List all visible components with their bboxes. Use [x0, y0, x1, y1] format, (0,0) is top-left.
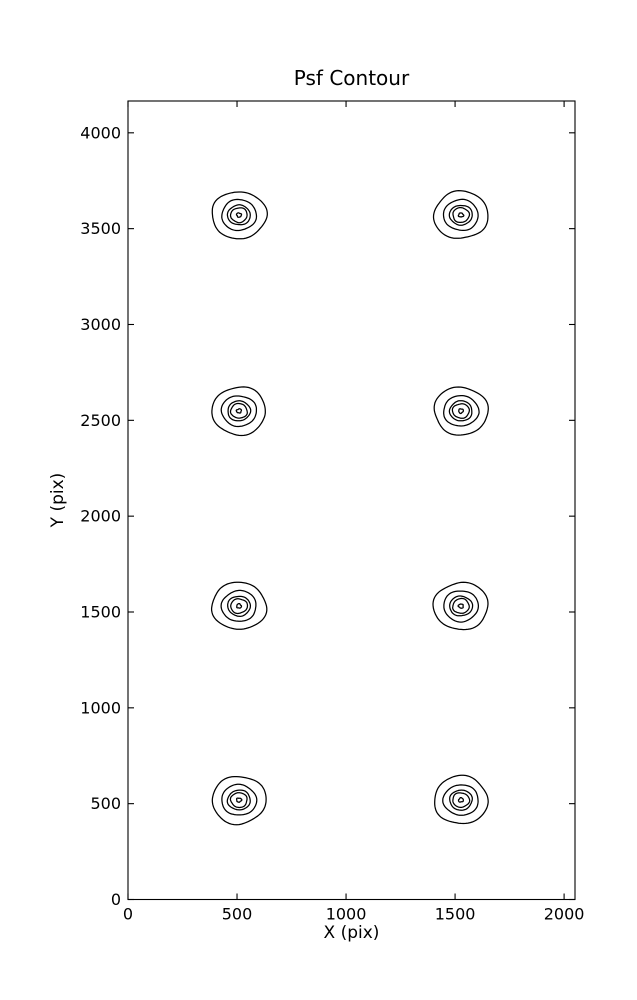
contour-ring: [235, 212, 243, 218]
contour-ring: [227, 595, 252, 618]
x-axis-label: X (pix): [323, 923, 380, 943]
contour-ring: [433, 386, 489, 436]
contour-ring: [220, 589, 257, 622]
x-tick-label: 2000: [544, 905, 585, 924]
contour-ring: [221, 198, 258, 232]
contour-ring: [442, 198, 479, 232]
contour-ring: [457, 796, 464, 803]
contour-ring: [432, 189, 489, 239]
contour-ring: [226, 789, 251, 811]
contour-ring: [452, 792, 471, 809]
contour-ring: [210, 581, 268, 630]
psf-spot: [434, 774, 489, 825]
contour-ring: [221, 783, 258, 816]
contour-ring: [457, 212, 465, 218]
y-tick-label: 500: [90, 794, 121, 813]
y-tick-label: 1000: [80, 698, 121, 717]
contour-ring: [235, 797, 243, 803]
psf-spot: [211, 386, 266, 437]
y-tick-label: 1500: [80, 602, 121, 621]
contour-ring: [229, 402, 248, 419]
contour-ring: [443, 590, 480, 623]
contour-ring: [442, 784, 479, 816]
contour-ring: [448, 400, 473, 422]
plot-frame: [127, 100, 576, 901]
psf-spot: [432, 581, 489, 631]
contour-ring: [449, 595, 474, 617]
x-tick-label: 0: [123, 905, 133, 924]
contour-ring: [220, 395, 258, 428]
y-tick-label: 2500: [80, 411, 121, 430]
x-tick-label: 500: [222, 905, 253, 924]
contour-ring: [458, 408, 465, 415]
psf-spot: [211, 775, 267, 826]
contour-ring: [452, 597, 470, 614]
psf-spot: [433, 386, 489, 436]
y-tick-label: 2000: [80, 507, 121, 526]
contour-ring: [229, 792, 248, 809]
chart-title: Psf Contour: [293, 66, 410, 90]
contour-ring: [229, 207, 248, 224]
psf-spot: [210, 581, 268, 630]
contour-ring: [211, 386, 266, 437]
contour-ring: [443, 394, 480, 427]
psf-spot: [432, 189, 489, 239]
contour-ring: [236, 602, 243, 609]
contour-ring: [211, 775, 267, 826]
y-tick-label: 0: [111, 890, 121, 909]
contour-ring: [230, 598, 249, 615]
contour-ring: [449, 789, 473, 811]
x-tick-label: 1500: [435, 905, 476, 924]
contour-ring: [432, 581, 489, 631]
contour-ring: [434, 774, 489, 825]
psf-spot: [211, 191, 268, 240]
x-tick-label: 1000: [326, 905, 367, 924]
contour-ring: [452, 206, 471, 224]
contour-ring: [226, 204, 251, 226]
contour-ring: [235, 408, 243, 414]
contour-ring: [451, 403, 471, 419]
y-tick-label: 3500: [80, 219, 121, 238]
y-tick-label: 3000: [80, 315, 121, 334]
y-tick-label: 4000: [80, 123, 121, 142]
contour-ring: [211, 191, 268, 240]
contour-ring: [227, 400, 252, 422]
y-axis-label: Y (pix): [48, 472, 68, 528]
contour-ring: [457, 603, 464, 609]
contour-ring: [448, 204, 473, 226]
